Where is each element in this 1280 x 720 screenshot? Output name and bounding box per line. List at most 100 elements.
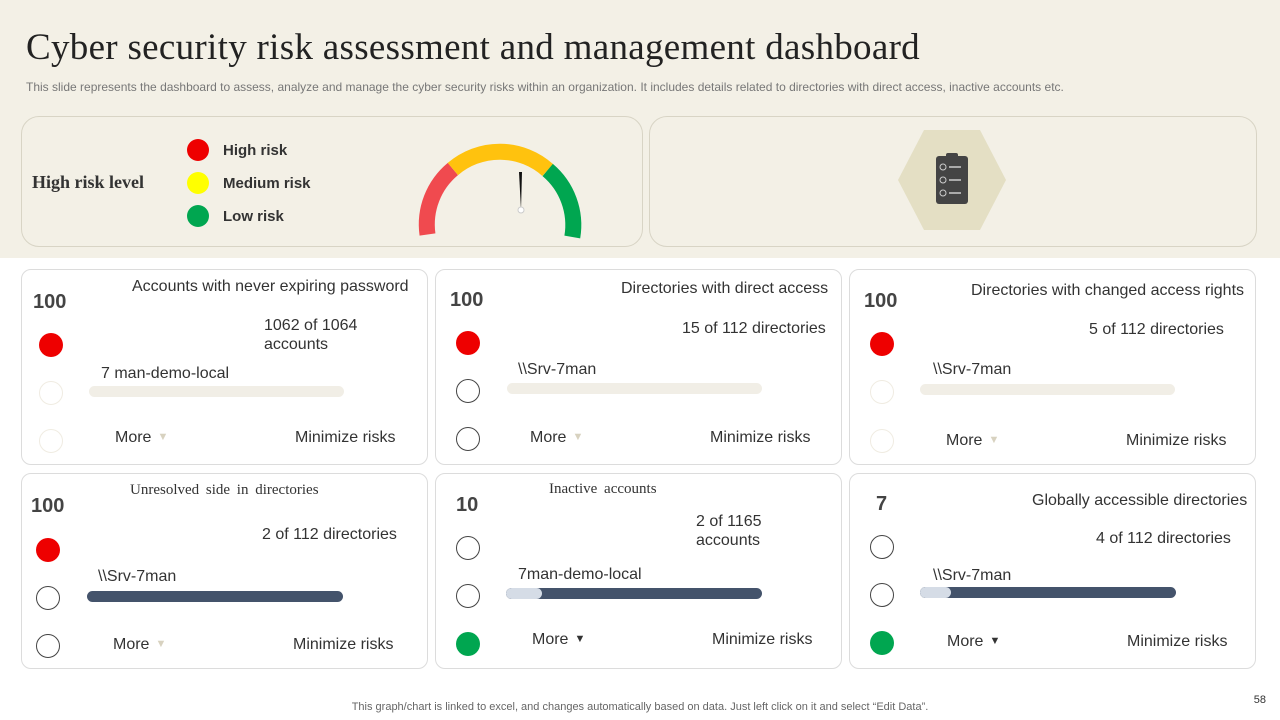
low-risk-dot-icon bbox=[187, 205, 209, 227]
card-count: 4 of 112 directories bbox=[1096, 530, 1231, 547]
card-title: Globally accessible directories bbox=[1032, 492, 1248, 509]
legend-item-low: Low risk bbox=[187, 205, 284, 227]
minimize-risks-link[interactable]: Minimize risks bbox=[1127, 633, 1228, 650]
card-score: 100 bbox=[864, 290, 898, 312]
card-inactive-accounts: 10 Inactive accounts 2 of 1165 accounts … bbox=[435, 473, 842, 669]
card-globally-accessible: 7 Globally accessible directories 4 of 1… bbox=[849, 473, 1256, 669]
minimize-risks-link[interactable]: Minimize risks bbox=[1126, 432, 1227, 449]
card-count: 15 of 112 directories bbox=[682, 320, 826, 337]
card-server-name: \\Srv-7man bbox=[98, 568, 177, 585]
medium-risk-dot-icon bbox=[187, 172, 209, 194]
minimize-risks-link[interactable]: Minimize risks bbox=[712, 631, 813, 648]
card-score: 100 bbox=[31, 495, 65, 517]
more-label: More bbox=[946, 432, 983, 449]
card-count: 2 of 112 directories bbox=[262, 526, 397, 543]
card-score: 7 bbox=[876, 493, 888, 515]
card-never-expiring-password: 100 Accounts with never expiring passwor… bbox=[21, 269, 428, 465]
progress-fill bbox=[506, 588, 542, 599]
status-dot-2 bbox=[456, 584, 480, 608]
more-label: More bbox=[113, 636, 150, 653]
card-title: Directories with direct access bbox=[621, 280, 829, 297]
status-dot-1 bbox=[870, 535, 894, 559]
card-server-name: \\Srv-7man bbox=[933, 361, 1012, 378]
status-dot-2 bbox=[39, 381, 63, 405]
card-server-name: 7 man-demo-local bbox=[101, 365, 230, 382]
more-dropdown[interactable]: More ▼ bbox=[947, 633, 1000, 651]
status-dot-3 bbox=[870, 429, 894, 453]
more-dropdown[interactable]: More ▼ bbox=[530, 429, 583, 447]
chevron-down-icon: ▼ bbox=[988, 434, 1000, 446]
status-dot-1 bbox=[456, 331, 480, 355]
page-title: Cyber security risk assessment and manag… bbox=[26, 27, 920, 68]
status-dot-3 bbox=[39, 429, 63, 453]
status-dot-3 bbox=[36, 634, 60, 658]
gauge-segment-medium bbox=[447, 143, 554, 177]
card-count: 5 of 112 directories bbox=[1089, 321, 1224, 338]
card-direct-access: 100 Directories with direct access 15 of… bbox=[435, 269, 842, 465]
minimize-risks-link[interactable]: Minimize risks bbox=[295, 429, 396, 446]
card-changed-access-rights: 100 Directories with changed access righ… bbox=[849, 269, 1256, 465]
risk-gauge bbox=[418, 143, 582, 239]
legend-item-medium: Medium risk bbox=[187, 172, 311, 194]
page-subtitle: This slide represents the dashboard to a… bbox=[26, 80, 1064, 94]
gauge-needle bbox=[519, 172, 522, 210]
card-progress-bar bbox=[89, 386, 344, 397]
card-unresolved-side: 100 Unresolved side in directories 2 of … bbox=[21, 473, 428, 669]
card-progress-bar bbox=[920, 384, 1175, 395]
card-count: 2 of 1165 accounts bbox=[696, 513, 762, 549]
gauge-segment-low bbox=[542, 163, 582, 239]
minimize-risks-link[interactable]: Minimize risks bbox=[710, 429, 811, 446]
status-dot-2 bbox=[870, 583, 894, 607]
card-server-name: \\Srv-7man bbox=[518, 361, 597, 378]
status-dot-1 bbox=[39, 333, 63, 357]
icon-panel bbox=[649, 116, 1257, 247]
status-dot-3 bbox=[870, 631, 894, 655]
minimize-risks-link[interactable]: Minimize risks bbox=[293, 636, 394, 653]
legend-label-high: High risk bbox=[223, 141, 288, 159]
clipboard-list-icon bbox=[898, 130, 1006, 230]
chevron-down-icon: ▼ bbox=[989, 635, 1001, 647]
status-dot-1 bbox=[36, 538, 60, 562]
card-progress-bar bbox=[506, 588, 762, 599]
status-dot-1 bbox=[870, 332, 894, 356]
chevron-down-icon: ▼ bbox=[574, 633, 586, 645]
chevron-down-icon: ▼ bbox=[572, 431, 584, 443]
card-server-name: \\Srv-7man bbox=[933, 567, 1012, 584]
more-label: More bbox=[530, 429, 567, 446]
status-dot-1 bbox=[456, 536, 480, 560]
status-dot-3 bbox=[456, 632, 480, 656]
chevron-down-icon: ▼ bbox=[157, 431, 169, 443]
legend-label-medium: Medium risk bbox=[223, 174, 311, 192]
footer-note: This graph/chart is linked to excel, and… bbox=[351, 701, 929, 713]
card-server-name: 7man-demo-local bbox=[518, 566, 642, 583]
high-risk-dot-icon bbox=[187, 139, 209, 161]
card-title: Inactive accounts bbox=[549, 481, 657, 497]
card-count: 1062 of 1064 accounts bbox=[264, 317, 358, 353]
status-dot-3 bbox=[456, 427, 480, 451]
more-dropdown[interactable]: More ▼ bbox=[115, 429, 168, 447]
card-title: Directories with changed access rights bbox=[971, 282, 1245, 299]
risk-level-label: High risk level bbox=[32, 172, 144, 192]
risk-level-panel: High risk level High risk Medium risk Lo… bbox=[21, 116, 643, 247]
status-dot-2 bbox=[870, 380, 894, 404]
status-dot-2 bbox=[36, 586, 60, 610]
more-dropdown[interactable]: More ▼ bbox=[946, 432, 999, 450]
progress-fill bbox=[920, 587, 951, 598]
card-title: Unresolved side in directories bbox=[130, 482, 319, 498]
chevron-down-icon: ▼ bbox=[155, 638, 167, 650]
legend-label-low: Low risk bbox=[223, 207, 284, 225]
card-title: Accounts with never expiring password bbox=[132, 278, 409, 295]
card-progress-bar bbox=[87, 591, 343, 602]
card-progress-bar bbox=[920, 587, 1176, 598]
card-score: 100 bbox=[33, 291, 67, 313]
card-score: 10 bbox=[456, 494, 479, 516]
more-label: More bbox=[947, 633, 984, 650]
more-label: More bbox=[115, 429, 152, 446]
more-dropdown[interactable]: More ▼ bbox=[532, 631, 585, 649]
gauge-segment-high bbox=[418, 162, 459, 236]
page-number: 58 bbox=[1253, 694, 1266, 706]
more-dropdown[interactable]: More ▼ bbox=[113, 636, 166, 654]
card-score: 100 bbox=[450, 289, 484, 311]
card-progress-bar bbox=[507, 383, 762, 394]
legend-item-high: High risk bbox=[187, 139, 287, 161]
